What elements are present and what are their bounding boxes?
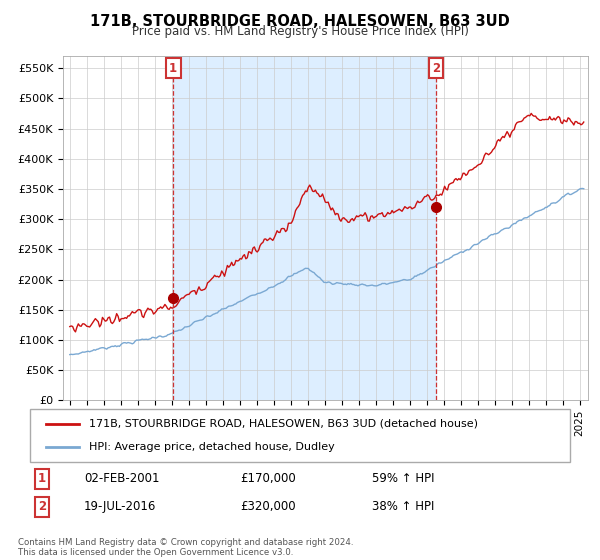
FancyBboxPatch shape (30, 409, 570, 462)
Text: 1: 1 (38, 472, 46, 486)
Text: 02-FEB-2001: 02-FEB-2001 (84, 472, 160, 486)
Text: 2: 2 (38, 500, 46, 514)
Text: 171B, STOURBRIDGE ROAD, HALESOWEN, B63 3UD: 171B, STOURBRIDGE ROAD, HALESOWEN, B63 3… (90, 14, 510, 29)
Text: HPI: Average price, detached house, Dudley: HPI: Average price, detached house, Dudl… (89, 442, 335, 452)
Text: £320,000: £320,000 (240, 500, 296, 514)
Text: 2: 2 (432, 62, 440, 74)
Text: Contains HM Land Registry data © Crown copyright and database right 2024.
This d: Contains HM Land Registry data © Crown c… (18, 538, 353, 557)
Text: 59% ↑ HPI: 59% ↑ HPI (372, 472, 434, 486)
Text: 1: 1 (169, 62, 177, 74)
Text: £170,000: £170,000 (240, 472, 296, 486)
Text: 38% ↑ HPI: 38% ↑ HPI (372, 500, 434, 514)
Text: 171B, STOURBRIDGE ROAD, HALESOWEN, B63 3UD (detached house): 171B, STOURBRIDGE ROAD, HALESOWEN, B63 3… (89, 419, 478, 429)
Text: Price paid vs. HM Land Registry's House Price Index (HPI): Price paid vs. HM Land Registry's House … (131, 25, 469, 38)
Text: 19-JUL-2016: 19-JUL-2016 (84, 500, 157, 514)
Bar (173, 56, 436, 400)
